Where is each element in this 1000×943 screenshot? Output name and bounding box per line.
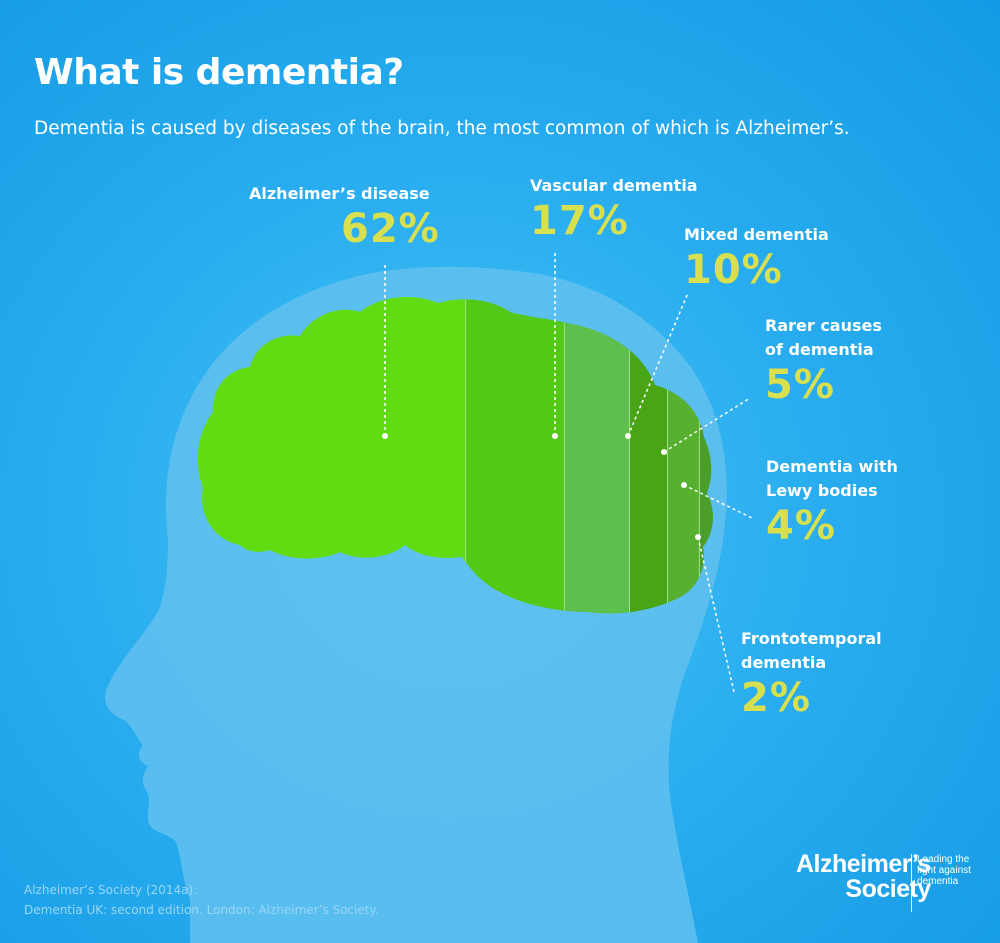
leader-line-lewy	[683, 484, 753, 519]
source-citation: Alzheimer’s Society (2014a). Dementia UK…	[24, 880, 379, 920]
value-lewy: 4%	[766, 503, 836, 549]
label-mixed-name: Mixed dementia	[684, 225, 829, 244]
leader-dot-mixed	[625, 433, 631, 439]
label-rarer-name: Rarer causes of dementia	[765, 316, 882, 359]
brain-segment-vascular	[465, 296, 565, 614]
logo-org-line-2: Society	[845, 875, 931, 903]
leader-dot-vascular	[552, 433, 558, 439]
leader-lines	[382, 250, 753, 693]
label-frontotemporal-name: Frontotemporal dementia	[741, 629, 882, 672]
label-frontotemporal: Frontotemporal dementia 2%	[741, 627, 882, 721]
label-mixed: Mixed dementia 10%	[684, 223, 829, 293]
leader-dot-rarer	[661, 449, 667, 455]
leader-line-frontotemporal	[697, 536, 735, 693]
label-vascular-name: Vascular dementia	[530, 176, 698, 195]
logo-wordmark: Alzheimer’s Society	[796, 852, 931, 902]
value-frontotemporal: 2%	[741, 675, 811, 721]
leader-line-mixed	[627, 292, 689, 437]
label-alzheimers-name: Alzheimer’s disease	[249, 184, 430, 203]
leader-dot-alzheimers	[382, 433, 388, 439]
logo-tagline-2: fight against	[917, 865, 971, 876]
leader-dot-frontotemporal	[695, 534, 701, 540]
label-alzheimers: Alzheimer’s disease 62%	[249, 182, 440, 252]
value-alzheimers: 62%	[341, 206, 440, 252]
logo-tagline-3: dementia	[917, 876, 959, 887]
logo-divider	[911, 854, 912, 912]
label-lewy: Dementia with Lewy bodies 4%	[766, 455, 898, 549]
logo-tagline: Leading the fight against dementia	[917, 854, 992, 887]
label-rarer: Rarer causes of dementia 5%	[765, 314, 882, 408]
logo-org-line-1: Alzheimer’s	[796, 850, 931, 878]
source-line-2: Dementia UK: second edition. London: Alz…	[24, 903, 379, 917]
value-vascular: 17%	[530, 198, 629, 244]
value-mixed: 10%	[684, 247, 783, 293]
logo-tagline-1: Leading the	[917, 854, 970, 865]
value-rarer: 5%	[765, 362, 835, 408]
leader-line-rarer	[663, 397, 751, 453]
page-title: What is dementia?	[34, 52, 404, 93]
label-lewy-name: Dementia with Lewy bodies	[766, 457, 898, 500]
leader-dot-lewy	[681, 482, 687, 488]
alzheimers-society-logo[interactable]: Alzheimer’s Society Leading the fight ag…	[796, 852, 971, 912]
label-vascular: Vascular dementia 17%	[530, 174, 698, 244]
page-subtitle: Dementia is caused by diseases of the br…	[34, 118, 850, 139]
brain-segment-mixed	[564, 296, 631, 614]
source-line-1: Alzheimer’s Society (2014a).	[24, 883, 198, 897]
